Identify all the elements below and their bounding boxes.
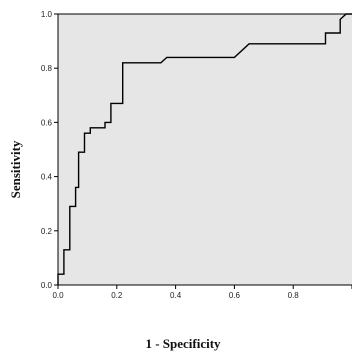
y-tick-label: 0.6 — [41, 118, 53, 127]
y-tick-label: 0.4 — [41, 173, 53, 182]
x-tick-label: 0.0 — [52, 291, 64, 300]
x-tick-label: 0.4 — [170, 291, 182, 300]
x-tick-label: 0.8 — [288, 291, 300, 300]
plot-area — [58, 14, 352, 285]
y-tick-label: 0.2 — [41, 227, 53, 236]
y-tick-label: 1.0 — [41, 10, 53, 19]
x-tick-label: 0.2 — [111, 291, 123, 300]
roc-curve — [57, 13, 352, 285]
y-axis-ticks: 0.0 0.2 0.4 0.6 0.8 1.0 — [41, 10, 58, 290]
y-tick-label: 0.8 — [41, 64, 53, 73]
y-tick-label: 0.0 — [41, 281, 53, 290]
y-axis-title: Sensitivity — [8, 140, 23, 198]
x-axis-title: 1 - Specificity — [145, 336, 221, 351]
x-axis-ticks: 0.00.20.40.60.81.0 — [52, 285, 352, 300]
x-tick-label: 0.6 — [229, 291, 241, 300]
